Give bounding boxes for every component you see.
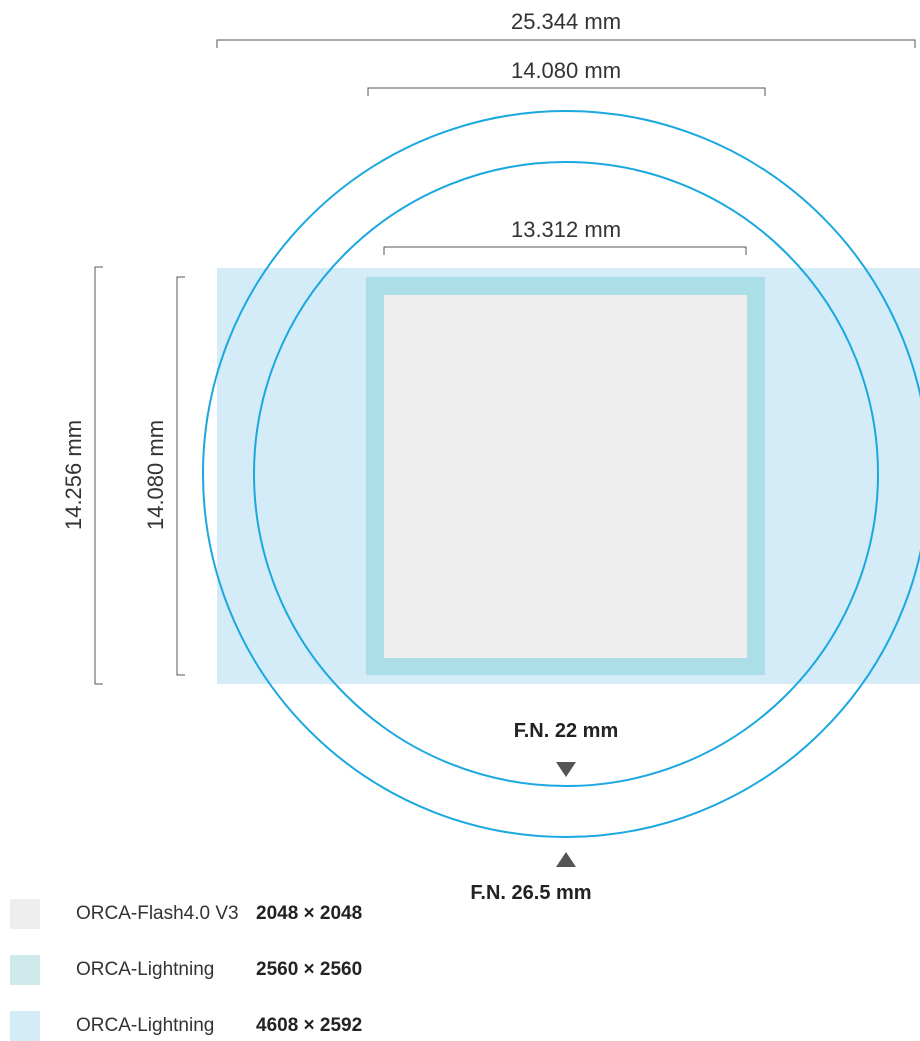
top-middle-bracket [367, 87, 766, 96]
inner-bracket [383, 246, 747, 255]
fn-22-circle [253, 161, 879, 787]
left-inner-dimension: 14.080 mm [143, 420, 168, 530]
fn-26-5-circle [202, 110, 920, 838]
top-outer-dimension: 25.344 mm [511, 9, 621, 34]
left-outer-bracket [94, 266, 103, 685]
left-inner-bracket [176, 276, 185, 676]
top-outer-bracket [216, 39, 916, 48]
left-outer-dimension: 14.256 mm [61, 420, 86, 530]
top-middle-dimension: 14.080 mm [511, 58, 621, 83]
dimension-lines [94, 39, 916, 685]
inner-dimension: 13.312 mm [511, 217, 621, 242]
triangle-down-icon [556, 762, 576, 777]
fn-22-label: F.N. 22 mm [514, 720, 618, 742]
flash-sensor-area [384, 295, 747, 658]
fn-26-5-label: F.N. 26.5 mm [470, 882, 591, 904]
triangle-up-icon [556, 852, 576, 867]
